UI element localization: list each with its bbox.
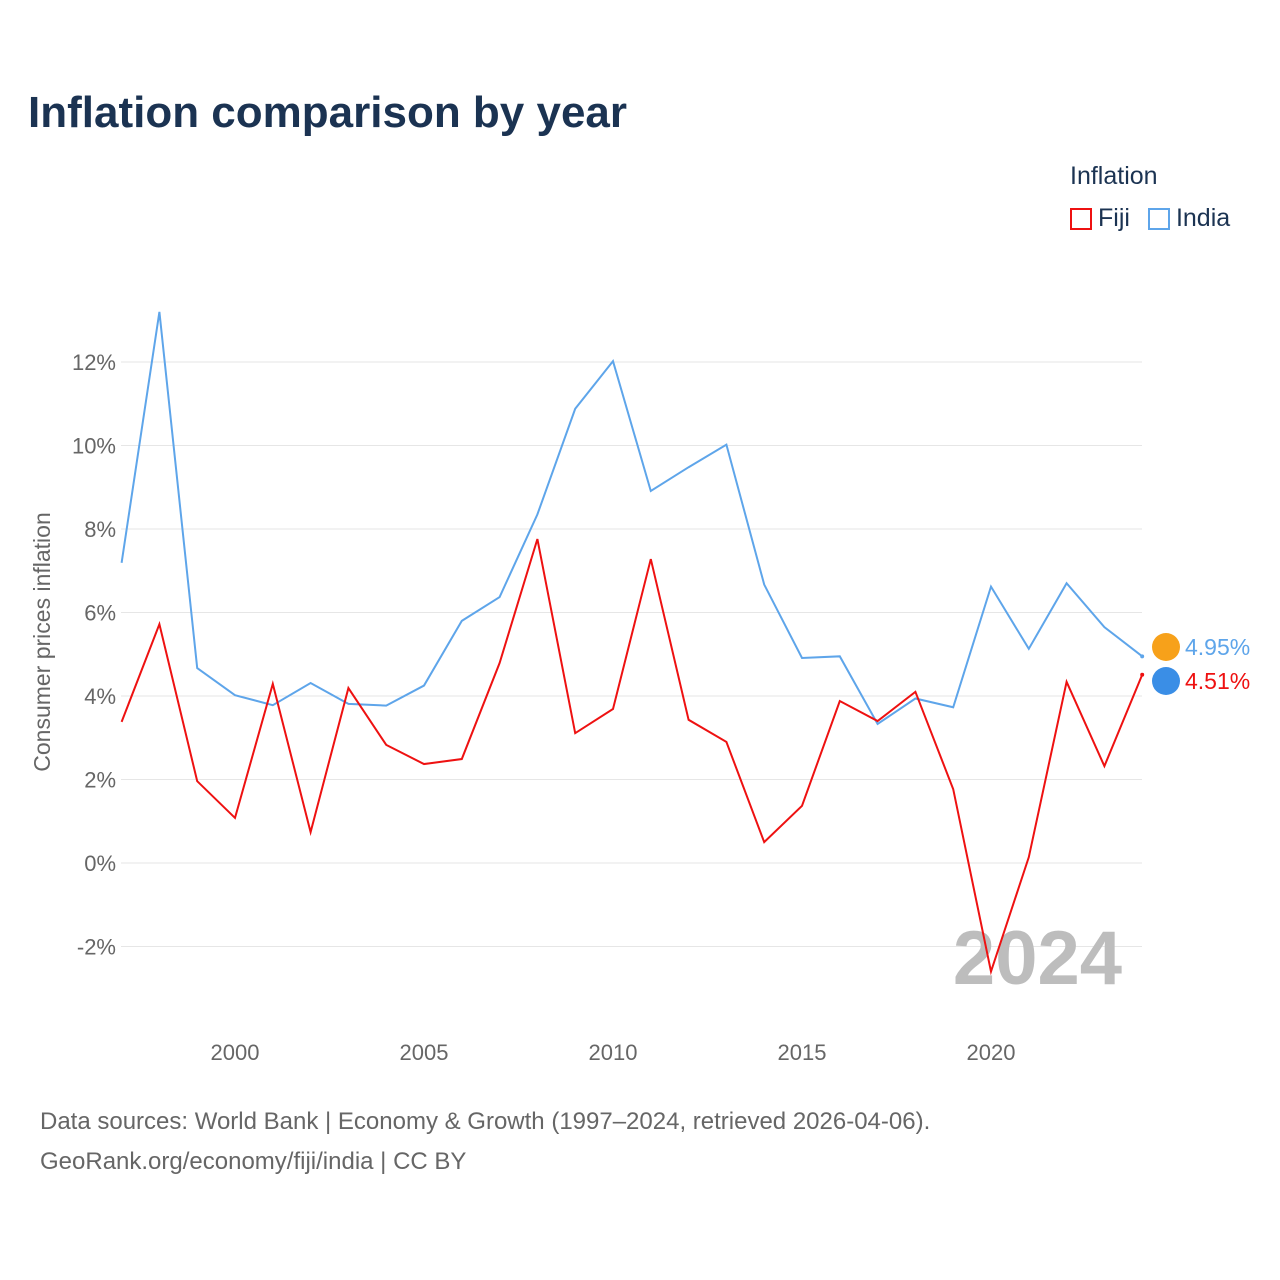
y-tick-label: 6% — [84, 601, 116, 626]
y-tick-label: -2% — [77, 935, 116, 960]
y-tick-label: 8% — [84, 517, 116, 542]
y-axis-label: Consumer prices inflation — [29, 512, 55, 772]
end-value-label: 4.51% — [1185, 668, 1250, 694]
x-tick-label: 2005 — [400, 1040, 449, 1065]
y-tick-label: 2% — [84, 768, 116, 793]
legend-item-fiji[interactable]: Fiji — [1070, 204, 1130, 233]
x-tick-label: 2010 — [589, 1040, 638, 1065]
end-point — [1140, 654, 1145, 659]
y-tick-label: 10% — [72, 434, 116, 459]
x-tick-label: 2020 — [967, 1040, 1016, 1065]
series-line-fiji — [120, 538, 1144, 976]
x-tick-label: 2015 — [778, 1040, 827, 1065]
source-line-2: GeoRank.org/economy/fiji/india | CC BY — [40, 1148, 467, 1175]
fiji-swatch — [1070, 207, 1092, 230]
x-tick-label: 2000 — [211, 1040, 260, 1065]
series-line-india — [120, 311, 1143, 726]
chart-title: Inflation comparison by year — [28, 88, 628, 137]
y-tick-label: 0% — [84, 851, 116, 876]
legend-label: India — [1175, 204, 1231, 232]
y-tick-label: 12% — [72, 350, 116, 375]
legend-title: Inflation — [1070, 162, 1158, 190]
y-tick-label: 4% — [84, 684, 116, 709]
flag-icon-india — [1152, 633, 1180, 661]
source-line-1: Data sources: World Bank | Economy & Gro… — [40, 1108, 931, 1135]
legend-label: Fiji — [1098, 204, 1130, 232]
end-point — [1140, 672, 1145, 677]
end-value-label: 4.95% — [1185, 634, 1250, 660]
legend: Fiji India — [1070, 204, 1230, 233]
legend-item-india[interactable]: India — [1147, 204, 1231, 233]
year-watermark: 2024 — [953, 916, 1122, 1001]
india-swatch — [1147, 207, 1170, 230]
flag-icon-fiji — [1152, 667, 1180, 695]
